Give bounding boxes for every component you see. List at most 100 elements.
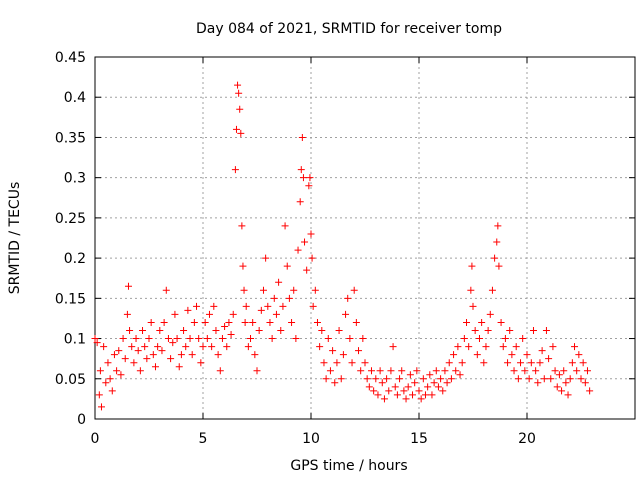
data-point (234, 81, 242, 89)
data-point (471, 327, 479, 335)
data-point (534, 379, 542, 387)
data-point (439, 387, 447, 395)
data-point (465, 343, 473, 351)
data-point (210, 302, 218, 310)
data-point (525, 375, 533, 383)
data-point (306, 174, 314, 182)
plot-frame (94, 56, 636, 420)
data-point (331, 379, 339, 387)
data-point (355, 347, 363, 355)
data-point (301, 238, 309, 246)
data-point (218, 335, 226, 343)
data-point (434, 383, 442, 391)
data-point (406, 371, 414, 379)
data-point (255, 327, 263, 335)
data-point (121, 355, 129, 363)
data-point (523, 351, 531, 359)
data-point (236, 105, 244, 113)
data-point (227, 331, 235, 339)
data-point (106, 375, 114, 383)
data-point (536, 359, 544, 367)
data-point (372, 375, 380, 383)
data-point (171, 310, 179, 318)
data-point (475, 335, 483, 343)
data-point (294, 246, 302, 254)
data-point (419, 375, 427, 383)
data-point (488, 286, 496, 294)
data-point (540, 375, 548, 383)
data-point (417, 395, 425, 403)
data-point (538, 347, 546, 355)
data-point (378, 379, 386, 387)
data-point (212, 327, 220, 335)
data-point (251, 351, 259, 359)
data-point (441, 367, 449, 375)
data-point (564, 391, 572, 399)
data-point (208, 343, 216, 351)
data-point (409, 391, 417, 399)
data-point (460, 335, 468, 343)
x-axis-label: GPS time / hours (290, 458, 407, 474)
x-tick-label: 20 (518, 431, 536, 447)
data-point (216, 367, 224, 375)
data-point (290, 286, 298, 294)
data-point (225, 318, 233, 326)
data-point (149, 351, 157, 359)
data-point (571, 343, 579, 351)
data-point (113, 367, 121, 375)
data-point (104, 359, 112, 367)
data-point (508, 351, 516, 359)
y-tick-label: 0.2 (64, 251, 86, 267)
y-tick-label: 0.25 (55, 211, 86, 227)
x-tick-label: 10 (302, 431, 320, 447)
data-point (367, 367, 375, 375)
data-point (297, 166, 305, 174)
y-tick-label: 0.3 (64, 171, 86, 187)
x-tick-label: 0 (91, 431, 100, 447)
data-point (147, 318, 155, 326)
data-point (275, 278, 283, 286)
data-point (443, 379, 451, 387)
data-point (387, 367, 395, 375)
data-point (396, 375, 404, 383)
data-point (501, 335, 509, 343)
data-point (329, 347, 337, 355)
data-point (126, 327, 134, 335)
data-point (527, 359, 535, 367)
data-point (316, 343, 324, 351)
data-point (134, 347, 142, 355)
data-point (361, 359, 369, 367)
data-point (229, 310, 237, 318)
data-point (299, 174, 307, 182)
data-point (231, 166, 239, 174)
data-point (257, 306, 265, 314)
data-point (247, 335, 255, 343)
data-point (205, 310, 213, 318)
data-point (262, 254, 270, 262)
y-tick-label: 0.15 (55, 291, 86, 307)
data-point (402, 395, 410, 403)
y-tick-label: 0.05 (55, 372, 86, 388)
data-point (238, 222, 246, 230)
data-point (566, 375, 574, 383)
data-point (385, 387, 393, 395)
data-point (93, 339, 101, 347)
data-point (389, 343, 397, 351)
data-point (499, 343, 507, 351)
data-point (473, 351, 481, 359)
data-point (124, 282, 132, 290)
data-point (324, 335, 332, 343)
data-point (495, 262, 503, 270)
data-point (415, 387, 423, 395)
data-point (253, 367, 261, 375)
y-tick-label: 0.1 (64, 332, 86, 348)
data-point (156, 327, 164, 335)
data-point (190, 318, 198, 326)
data-point (469, 302, 477, 310)
data-point (232, 125, 240, 133)
data-point (493, 238, 501, 246)
data-point (512, 343, 520, 351)
data-point (266, 318, 274, 326)
data-point (514, 375, 522, 383)
grid-lines (95, 57, 635, 419)
